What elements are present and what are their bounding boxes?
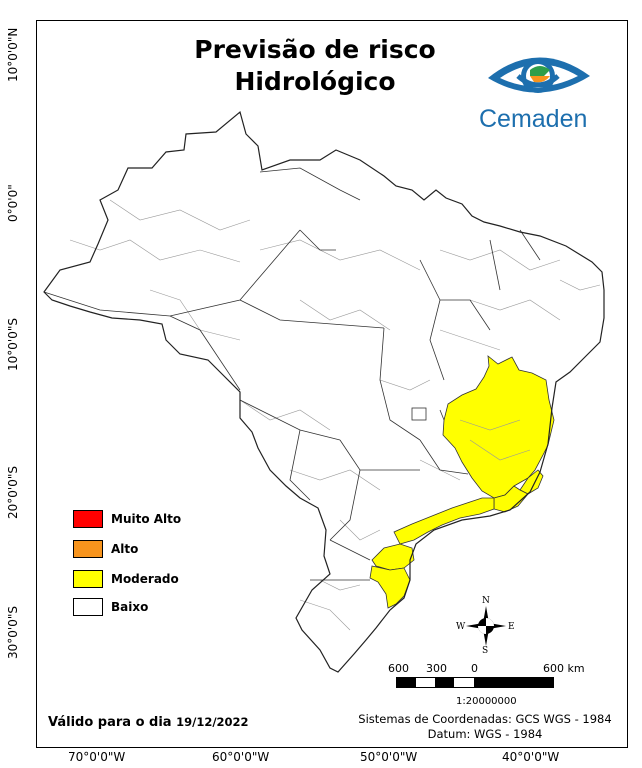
legend-swatch-alto bbox=[73, 540, 103, 558]
title-line-1: Previsão de risco bbox=[194, 35, 436, 64]
validity-date: 19/12/2022 bbox=[176, 715, 249, 729]
compass-east: E bbox=[508, 622, 515, 632]
risk-region-sp bbox=[393, 497, 495, 545]
legend-swatch-muito-alto bbox=[73, 510, 103, 528]
map-frame bbox=[36, 20, 628, 748]
inner-boundaries bbox=[69, 199, 601, 631]
legend-label: Moderado bbox=[111, 572, 179, 586]
compass-north: N bbox=[482, 596, 490, 606]
legend-item-muito-alto: Muito Alto bbox=[73, 510, 181, 528]
scale-label-0: 0 bbox=[471, 662, 478, 675]
legend-label: Alto bbox=[111, 542, 139, 556]
compass-rose-icon bbox=[466, 606, 506, 646]
lon-label-40w: 40°0'0"W bbox=[502, 750, 560, 764]
datum-line: Datum: WGS - 1984 bbox=[427, 727, 543, 741]
risk-region-sc bbox=[369, 565, 411, 609]
lon-label-70w: 70°0'0"W bbox=[68, 750, 126, 764]
lon-label-50w: 50°0'0"W bbox=[360, 750, 418, 764]
state-boundaries bbox=[43, 167, 541, 581]
validity-text: Válido para o dia 19/12/2022 bbox=[48, 715, 249, 730]
scale-label-300: 300 bbox=[426, 662, 447, 675]
validity-label: Válido para o dia bbox=[48, 715, 172, 730]
eye-logo-icon bbox=[488, 57, 590, 93]
moderate-risk-regions bbox=[369, 355, 555, 609]
legend-item-alto: Alto bbox=[73, 540, 138, 558]
coordinate-system-info: Sistemas de Coordenadas: GCS WGS - 1984 … bbox=[350, 712, 620, 742]
scale-label-600-right: 600 km bbox=[543, 662, 585, 675]
title-line-2: Hidrológico bbox=[234, 67, 396, 96]
compass-south: S bbox=[482, 646, 489, 656]
lon-label-60w: 60°0'0"W bbox=[212, 750, 270, 764]
legend-item-baixo: Baixo bbox=[73, 598, 148, 616]
legend-label: Baixo bbox=[111, 600, 149, 614]
legend-swatch-moderado bbox=[73, 570, 103, 588]
scale-ratio: 1:20000000 bbox=[456, 696, 517, 707]
map-title: Previsão de risco Hidrológico bbox=[150, 34, 480, 98]
logo-text: Cemaden bbox=[479, 105, 588, 133]
scale-bar bbox=[396, 677, 554, 688]
legend-label: Muito Alto bbox=[111, 512, 182, 526]
coordinate-system-line: Sistemas de Coordenadas: GCS WGS - 1984 bbox=[358, 712, 612, 726]
compass-west: W bbox=[456, 622, 466, 632]
brazil-outline bbox=[43, 110, 605, 673]
legend-item-moderado: Moderado bbox=[73, 570, 179, 588]
legend-swatch-baixo bbox=[73, 598, 103, 616]
risk-region-pr bbox=[371, 543, 415, 571]
scale-label-600-left: 600 bbox=[388, 662, 409, 675]
